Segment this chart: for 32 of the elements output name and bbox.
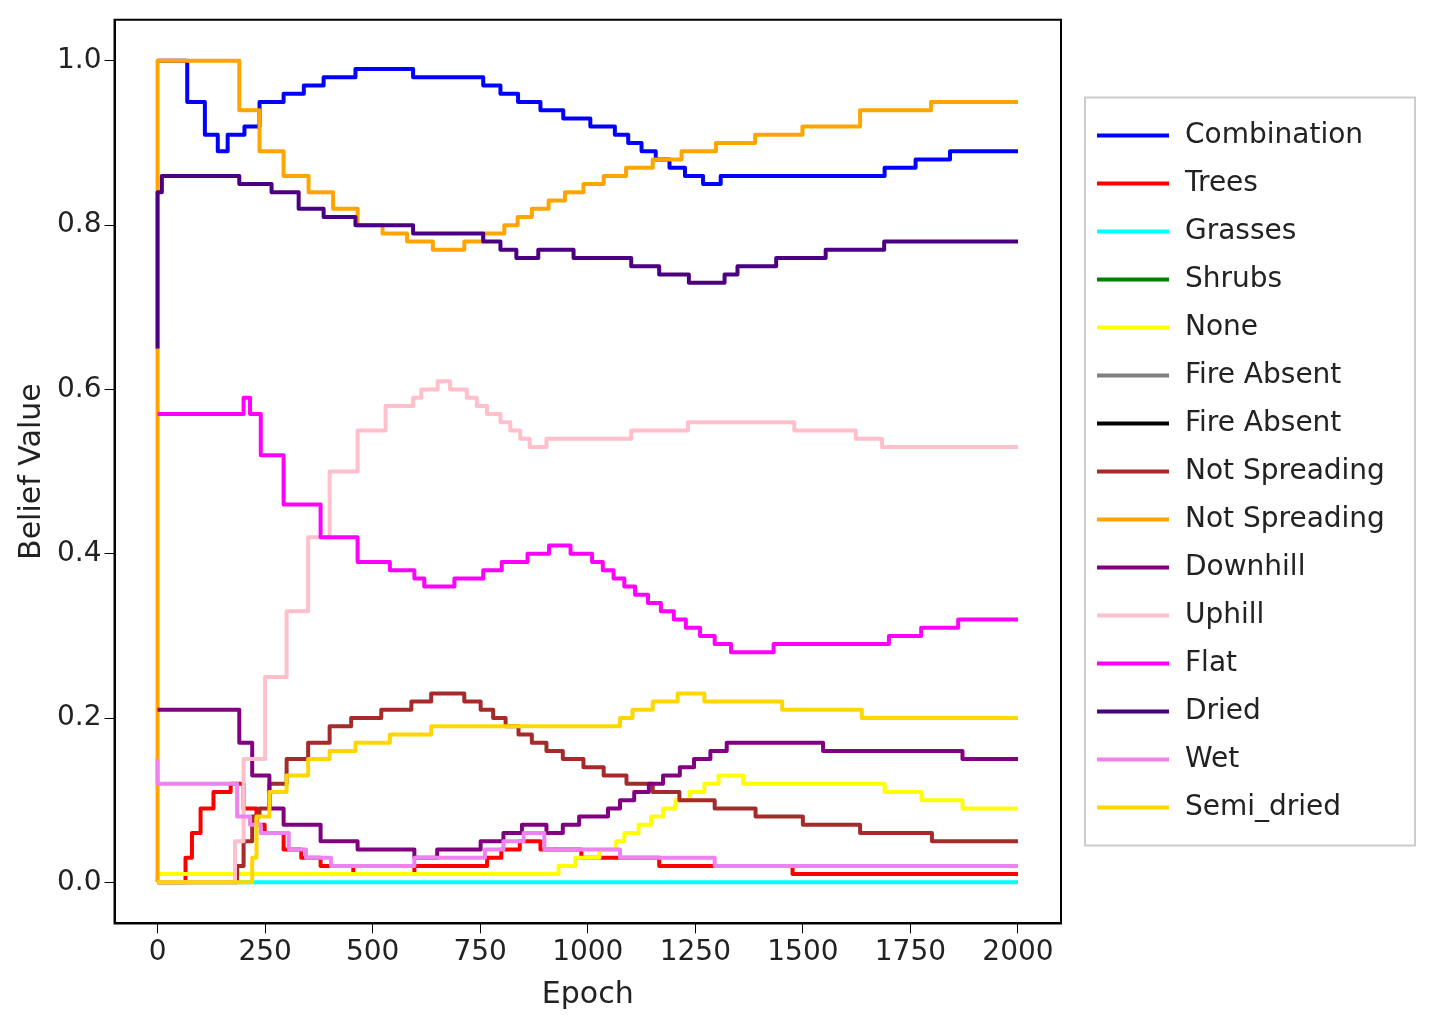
legend-label: Fire Absent xyxy=(1185,356,1342,390)
x-tick-label: 1000 xyxy=(552,934,624,968)
x-tick-label: 500 xyxy=(345,934,400,968)
y-tick-label: 0.8 xyxy=(57,206,102,240)
legend-label: Flat xyxy=(1185,644,1238,678)
legend-label: Combination xyxy=(1185,116,1364,150)
x-tick-label: 1500 xyxy=(767,934,839,968)
x-tick-label: 2000 xyxy=(982,934,1054,968)
legend-label: Fire Absent xyxy=(1185,404,1342,438)
x-tick-label: 0 xyxy=(148,934,167,968)
legend-label: Not Spreading xyxy=(1185,452,1385,486)
legend-label: Semi_dried xyxy=(1185,788,1342,822)
legend-label: Uphill xyxy=(1185,596,1265,630)
legend-label: Grasses xyxy=(1185,212,1297,246)
x-axis-title: Epoch xyxy=(541,974,634,1010)
y-tick-label: 0.6 xyxy=(57,370,102,404)
legend-label: None xyxy=(1185,308,1259,342)
legend-label: Not Spreading xyxy=(1185,500,1385,534)
legend-label: Wet xyxy=(1185,740,1240,774)
y-tick-label: 0.4 xyxy=(57,535,102,569)
x-tick-label: 1750 xyxy=(874,934,947,968)
legend-label: Trees xyxy=(1184,164,1258,198)
y-tick-label: 1.0 xyxy=(57,42,102,76)
x-tick-label: 250 xyxy=(238,934,292,968)
legend-label: Downhill xyxy=(1185,548,1306,582)
y-tick-label: 0.2 xyxy=(57,699,102,733)
x-tick-label: 750 xyxy=(453,934,507,968)
x-tick-label: 1250 xyxy=(659,934,731,968)
legend-label: Shrubs xyxy=(1185,260,1283,294)
y-axis-title: Belief Value xyxy=(11,383,47,560)
y-tick-label: 0.0 xyxy=(57,863,102,897)
legend-label: Dried xyxy=(1185,692,1261,726)
